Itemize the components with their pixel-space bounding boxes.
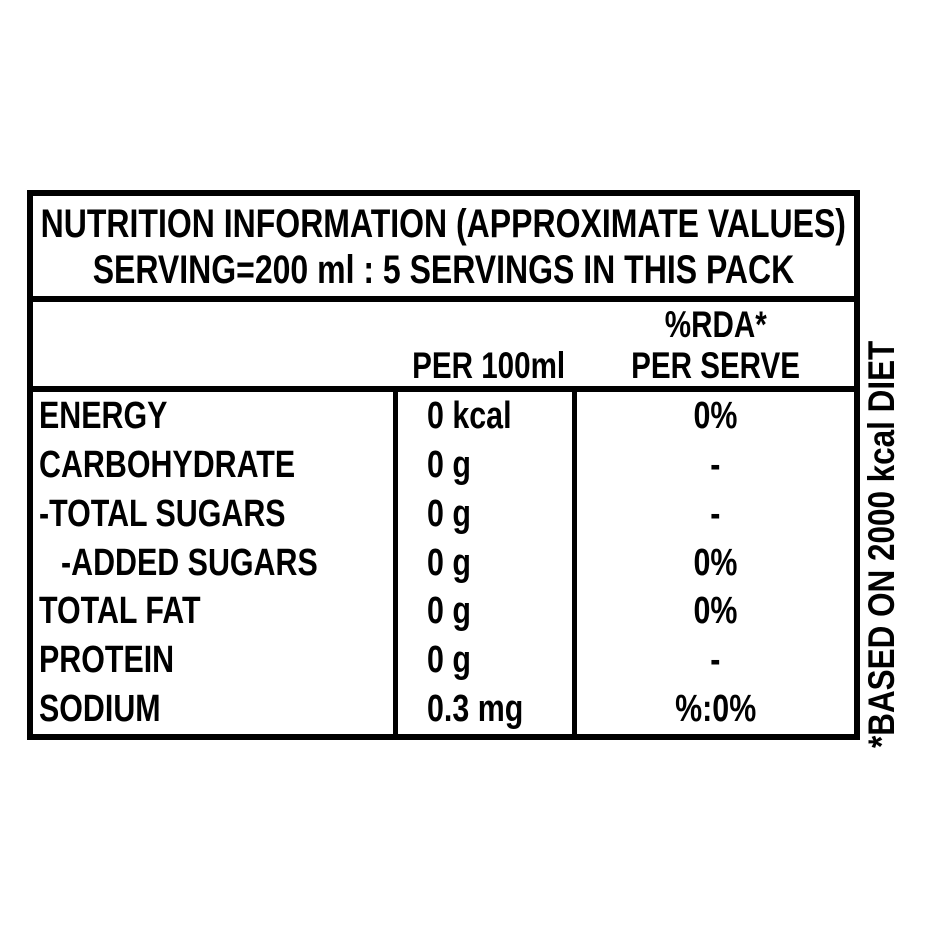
nutrient-name: ENERGY [39, 394, 168, 437]
value-per-100ml: 0 g [427, 443, 471, 486]
value-per-100ml: 0 g [427, 590, 471, 633]
value-rda-per-serve: 0% [693, 394, 738, 437]
table-row: TOTAL FAT 0 g 0% [33, 587, 854, 637]
table-row: PROTEIN 0 g - [33, 636, 854, 686]
nutrient-name: PROTEIN [39, 639, 175, 682]
column-header-per-100ml: PER 100ml [412, 345, 566, 386]
value-per-100ml: 0 kcal [427, 394, 512, 437]
table-row: -ADDED SUGARS 0 g 0% [33, 538, 854, 588]
nutrient-name: TOTAL FAT [39, 590, 201, 633]
table-row: ENERGY 0 kcal 0% [33, 392, 854, 441]
value-per-100ml: 0 g [427, 492, 471, 535]
value-per-100ml: 0 g [427, 541, 471, 584]
column-header-rda: %RDA* [664, 304, 767, 345]
value-rda-per-serve: %:0% [674, 688, 757, 731]
column-headers: %RDA* PER 100ml PER SERVE [33, 302, 854, 392]
footnote-vertical: *BASED ON 2000 kcal DIET [861, 340, 902, 748]
nutrient-name: CARBOHYDRATE [39, 443, 296, 486]
value-per-100ml: 0 g [427, 639, 471, 682]
value-per-100ml: 0.3 mg [427, 688, 524, 731]
table-body: ENERGY 0 kcal 0% CARBOHYDRATE 0 g - -TOT… [33, 392, 854, 735]
nutrient-name: SODIUM [39, 688, 161, 731]
value-rda-per-serve: - [710, 443, 721, 486]
value-rda-per-serve: - [710, 492, 721, 535]
table-row: CARBOHYDRATE 0 g - [33, 440, 854, 490]
value-rda-per-serve: 0% [693, 541, 738, 584]
table-row: -TOTAL SUGARS 0 g - [33, 489, 854, 539]
nutrient-name: -TOTAL SUGARS [39, 492, 286, 535]
column-header-per-serve: PER SERVE [631, 345, 800, 386]
value-rda-per-serve: 0% [693, 590, 738, 633]
value-rda-per-serve: - [710, 639, 721, 682]
table-title: NUTRITION INFORMATION (APPROXIMATE VALUE… [40, 201, 847, 246]
table-header: NUTRITION INFORMATION (APPROXIMATE VALUE… [33, 196, 854, 302]
table-row: SODIUM 0.3 mg %:0% [33, 685, 854, 735]
nutrition-table: NUTRITION INFORMATION (APPROXIMATE VALUE… [27, 190, 860, 740]
nutrient-name: -ADDED SUGARS [61, 541, 318, 584]
serving-info: SERVING=200 ml : 5 SERVINGS IN THIS PACK [92, 247, 795, 292]
